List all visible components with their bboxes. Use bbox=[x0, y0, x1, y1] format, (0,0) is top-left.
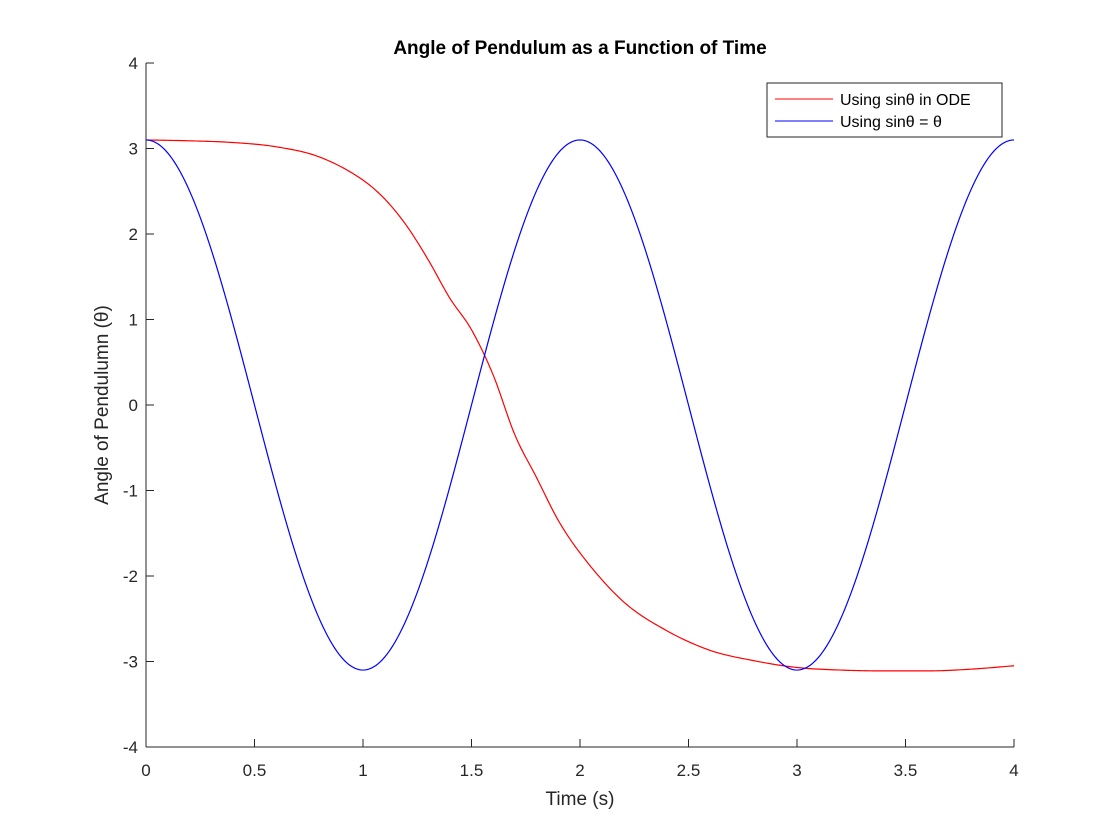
x-tick-label: 2 bbox=[575, 761, 584, 780]
legend: Using sinθ in ODE Using sinθ = θ bbox=[766, 82, 1003, 138]
y-tick-label: 3 bbox=[129, 140, 138, 159]
y-tick-label: 2 bbox=[129, 225, 138, 244]
y-tick-label: -1 bbox=[123, 482, 138, 501]
y-tick-label: 0 bbox=[129, 396, 138, 415]
x-tick-label: 3.5 bbox=[894, 761, 918, 780]
x-axis-label: Time (s) bbox=[546, 789, 615, 810]
y-tick-label: -3 bbox=[123, 653, 138, 672]
y-tick-label: -4 bbox=[123, 738, 138, 757]
series-line-linear bbox=[145, 139, 1015, 671]
plot-lines bbox=[145, 139, 1015, 672]
legend-box bbox=[766, 82, 1003, 138]
x-tick-label: 4 bbox=[1009, 761, 1018, 780]
series-line-ode bbox=[145, 139, 1015, 672]
y-tick-label: -2 bbox=[123, 567, 138, 586]
chart-title: Angle of Pendulum as a Function of Time bbox=[393, 38, 766, 59]
y-ticks: -4 -3 -2 -1 0 1 2 3 4 bbox=[123, 54, 154, 757]
legend-label-linear: Using sinθ = θ bbox=[840, 114, 942, 131]
y-tick-label: 1 bbox=[129, 311, 138, 330]
x-tick-label: 0.5 bbox=[243, 761, 267, 780]
x-tick-label: 1.5 bbox=[460, 761, 484, 780]
y-axis-label: Angle of Pendulumn (θ) bbox=[92, 305, 113, 505]
x-tick-label: 3 bbox=[792, 761, 801, 780]
y-tick-label: 4 bbox=[129, 54, 138, 73]
legend-label-ode: Using sinθ in ODE bbox=[840, 92, 971, 109]
x-tick-label: 2.5 bbox=[677, 761, 701, 780]
x-tick-label: 1 bbox=[358, 761, 367, 780]
x-tick-label: 0 bbox=[141, 761, 150, 780]
x-ticks: 0 0.5 1 1.5 2 2.5 3 3.5 4 bbox=[141, 739, 1019, 780]
